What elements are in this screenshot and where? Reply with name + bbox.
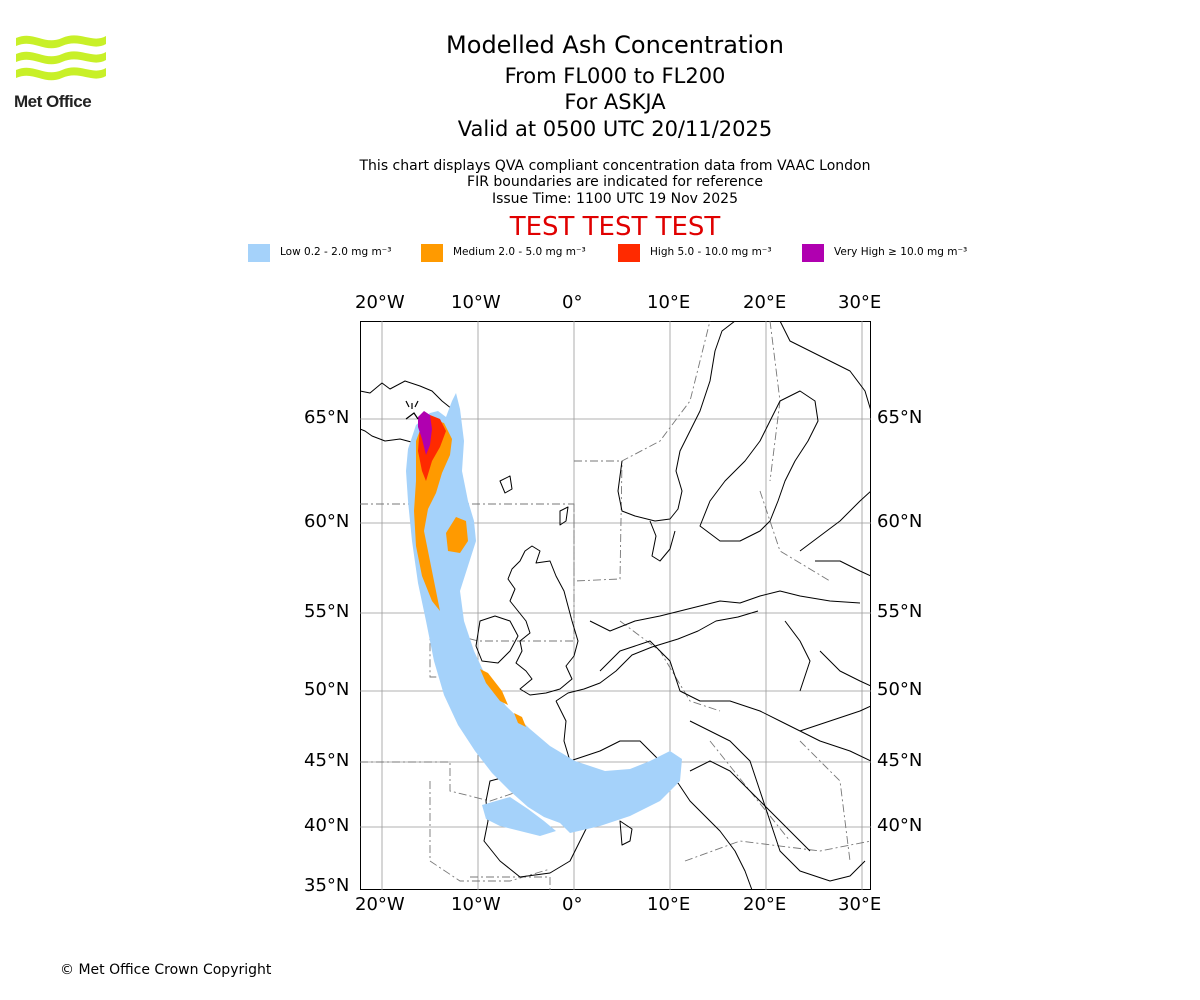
legend-label-low: Low 0.2 - 2.0 mg m⁻³	[280, 246, 392, 258]
lat-tick-left: 65°N	[304, 407, 350, 428]
ash-plume	[406, 393, 682, 836]
lon-tick-top: 20°W	[355, 292, 405, 313]
lon-tick-bottom: 10°W	[451, 894, 501, 915]
lon-tick-top: 30°E	[838, 292, 882, 313]
ash-map[interactable]	[360, 321, 871, 890]
lat-tick-right: 55°N	[877, 601, 923, 622]
lat-tick-right: 40°N	[877, 815, 923, 836]
test-banner: TEST TEST TEST	[509, 212, 721, 242]
ash-medium-region	[514, 713, 526, 727]
volcano-name: For ASKJA	[564, 90, 666, 114]
flight-levels: From FL000 to FL200	[504, 64, 726, 88]
lat-tick-right: 60°N	[877, 511, 923, 532]
ash-medium-region	[480, 669, 508, 705]
lat-tick-left: 55°N	[304, 601, 350, 622]
lon-tick-bottom: 10°E	[647, 894, 691, 915]
met-office-logo-icon	[16, 35, 106, 81]
note-qva: This chart displays QVA compliant concen…	[359, 158, 871, 174]
lat-tick-left: 40°N	[304, 815, 350, 836]
legend-label-medium: Medium 2.0 - 5.0 mg m⁻³	[453, 246, 586, 258]
legend-label-high: High 5.0 - 10.0 mg m⁻³	[650, 246, 772, 258]
lon-tick-top: 10°W	[451, 292, 501, 313]
ash-low-region	[482, 797, 556, 836]
lon-tick-bottom: 0°	[562, 894, 583, 915]
note-fir: FIR boundaries are indicated for referen…	[467, 174, 763, 190]
lat-tick-left: 50°N	[304, 679, 350, 700]
lon-tick-top: 20°E	[743, 292, 787, 313]
legend-swatch-high	[618, 244, 640, 262]
lat-tick-left: 60°N	[304, 511, 350, 532]
lon-tick-top: 0°	[562, 292, 583, 313]
lat-tick-right: 50°N	[877, 679, 923, 700]
ash-very-high-region	[418, 411, 432, 455]
legend-swatch-low	[248, 244, 270, 262]
legend-swatch-very-high	[802, 244, 824, 262]
lon-tick-top: 10°E	[647, 292, 691, 313]
lon-tick-bottom: 20°E	[743, 894, 787, 915]
copyright: © Met Office Crown Copyright	[60, 962, 272, 978]
legend-label-very-high: Very High ≥ 10.0 mg m⁻³	[834, 246, 968, 258]
lat-tick-right: 65°N	[877, 407, 923, 428]
ash-medium-region	[446, 517, 468, 553]
chart-title: Modelled Ash Concentration	[446, 31, 784, 59]
logo-text: Met Office	[14, 92, 92, 111]
lat-tick-right: 45°N	[877, 750, 923, 771]
ash-low-region	[406, 393, 682, 833]
valid-time: Valid at 0500 UTC 20/11/2025	[457, 117, 773, 141]
lon-tick-bottom: 30°E	[838, 894, 882, 915]
lat-tick-left: 45°N	[304, 750, 350, 771]
lat-tick-left: 35°N	[304, 875, 350, 896]
issue-time: Issue Time: 1100 UTC 19 Nov 2025	[491, 191, 739, 207]
legend-swatch-medium	[421, 244, 443, 262]
lon-tick-bottom: 20°W	[355, 894, 405, 915]
volcano-marker-icon	[405, 400, 419, 420]
